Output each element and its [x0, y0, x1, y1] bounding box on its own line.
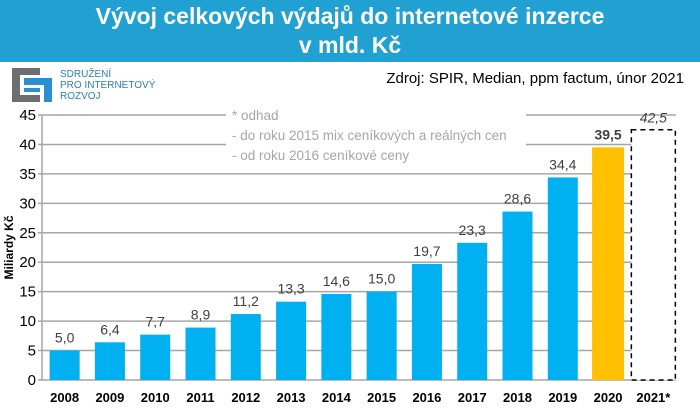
logo-line1: SDRUŽENÍ [60, 68, 112, 80]
data-label: 7,7 [145, 314, 165, 330]
data-label: 15,0 [368, 271, 395, 287]
logo-line2: PRO INTERNETOVÝ [60, 79, 156, 91]
x-tick-label: 2016 [412, 390, 441, 405]
x-tick-label: 2009 [95, 390, 124, 405]
y-tick-label: 45 [19, 107, 36, 124]
bar [94, 342, 125, 380]
note-line: * odhad [232, 108, 279, 123]
notes-background [226, 105, 526, 165]
bar [457, 242, 488, 380]
y-tick-label: 30 [19, 195, 36, 212]
data-label: 8,9 [191, 307, 211, 323]
note-line: - od roku 2016 ceníkové ceny [232, 148, 409, 163]
data-label: 23,3 [459, 222, 486, 238]
x-tick-label: 2018 [503, 390, 532, 405]
chart-title-line2: v mld. Kč [298, 32, 402, 58]
y-tick-label: 35 [19, 166, 36, 183]
y-tick-label: 0 [28, 372, 36, 389]
data-label: 39,5 [594, 126, 621, 142]
chart-title-line1: Vývoj celkových výdajů do internetové in… [95, 3, 605, 29]
x-tick-label: 2008 [50, 390, 79, 405]
x-tick-label: 2020 [594, 390, 623, 405]
y-tick-label: 40 [19, 136, 36, 153]
bar [547, 177, 578, 380]
bar [49, 350, 80, 380]
x-tick-label: 2015 [367, 390, 396, 405]
title-band: Vývoj celkových výdajů do internetové in… [0, 0, 700, 62]
data-label: 34,4 [549, 156, 576, 172]
bar [366, 291, 397, 380]
data-label: 13,3 [277, 281, 304, 297]
x-tick-label: 2017 [458, 390, 487, 405]
y-tick-label: 15 [19, 284, 36, 301]
bar [411, 263, 442, 380]
note-line: - do roku 2015 mix ceníkových a reálných… [232, 128, 507, 143]
x-tick-label: 2014 [322, 390, 352, 405]
x-tick-label: 2021* [636, 390, 671, 405]
y-tick-label: 20 [19, 254, 36, 271]
spir-logo-icon [12, 68, 52, 102]
data-label: 6,4 [100, 321, 120, 337]
data-label: 11,2 [233, 293, 259, 309]
source-note: Zdroj: SPIR, Median, ppm factum, únor 20… [386, 70, 684, 87]
x-tick-label: 2011 [186, 390, 214, 405]
bar [276, 301, 307, 380]
data-label: 28,6 [504, 191, 531, 207]
bar [230, 314, 261, 380]
x-tick-label: 2013 [277, 390, 306, 405]
bar [140, 334, 171, 380]
x-tick-label: 2012 [231, 390, 260, 405]
logo-line3: ROZVOJ [60, 90, 101, 102]
data-label: 5,0 [55, 330, 75, 346]
x-tick-label: 2019 [548, 390, 577, 405]
data-label: 42,5 [640, 110, 667, 126]
y-tick-label: 25 [19, 225, 36, 242]
data-label: 14,6 [323, 273, 350, 289]
y-tick-label: 5 [28, 343, 36, 360]
bar-estimate [630, 128, 677, 381]
spir-logo: SDRUŽENÍ PRO INTERNETOVÝ ROZVOJ [12, 68, 155, 102]
bar [321, 294, 352, 380]
data-label: 19,7 [413, 243, 440, 259]
bar [185, 327, 216, 380]
bar [592, 147, 625, 380]
x-tick-label: 2010 [141, 390, 170, 405]
bar [502, 211, 533, 380]
y-axis-label: Miliardy Kč [2, 215, 16, 279]
y-tick-label: 10 [19, 313, 36, 330]
